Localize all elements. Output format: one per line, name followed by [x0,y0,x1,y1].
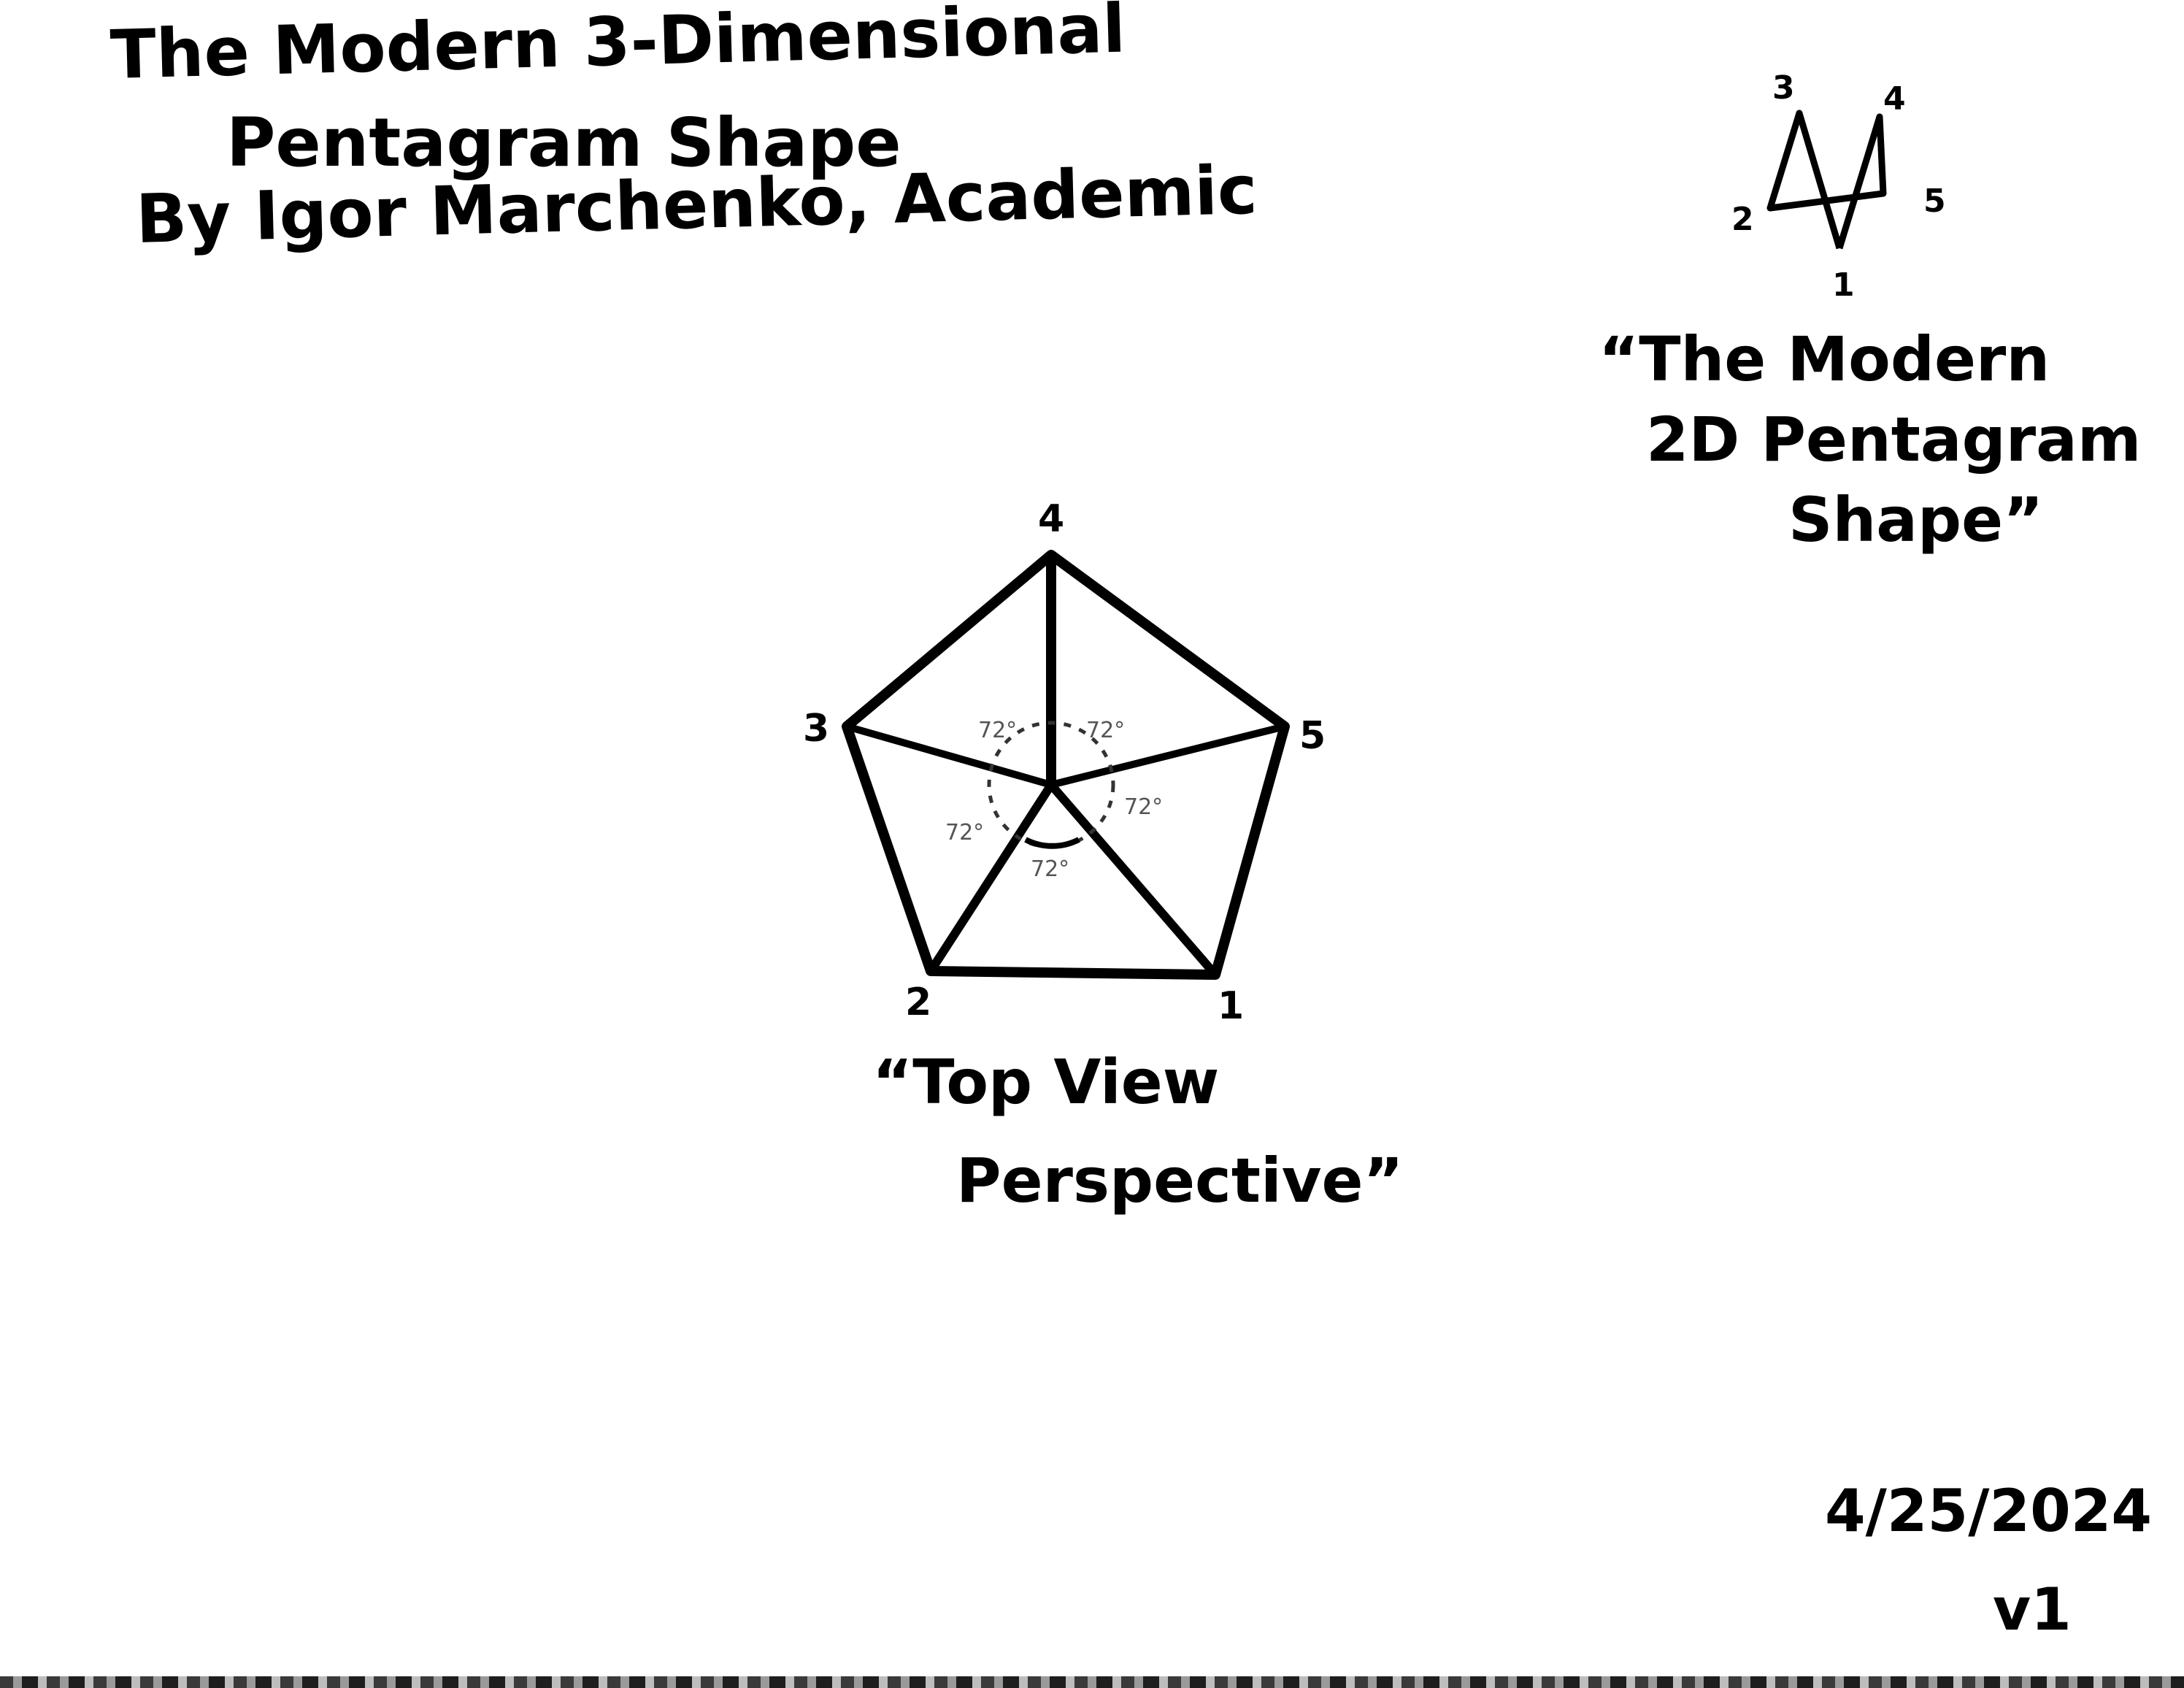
angle-arc-bottom [1026,840,1079,846]
star-outline [1770,113,1883,248]
pentagon-outline [847,555,1285,975]
scan-edge-artifact [0,1676,2184,1688]
date-stamp: 4/25/2024 [1825,1482,2152,1541]
star-vertex-label-1: 1 [1832,266,1855,304]
caption-2d-line-3: Shape” [1788,489,2043,550]
caption-2d-line-1: “The Modern [1599,329,2050,390]
angle-label-4-5: 72° [1086,718,1125,743]
star-vertex-label-4: 4 [1883,80,1906,118]
pentagon-top-view: 72° 72° 72° 72° 72° 1 2 3 4 5 [803,497,1326,1028]
angle-label-3-4: 72° [978,718,1017,743]
angle-label-1-2: 72° [1031,856,1069,882]
star-vertex-label-2: 2 [1731,201,1754,238]
pentagon-vertex-label-1: 1 [1218,984,1244,1028]
angle-label-5-1: 72° [1124,794,1163,820]
angle-label-2-3: 72° [945,820,984,845]
version-label: v1 [1993,1581,2072,1639]
star-vertex-label-5: 5 [1923,183,1946,220]
edge-center-3 [847,726,1051,785]
star-vertex-label-3: 3 [1772,69,1795,107]
pentagram-2d-star: 1 2 3 4 5 [1731,69,1946,304]
caption-2d-line-2: 2D Pentagram [1646,409,2141,470]
caption-top-view-line-1: “Top View [872,1051,1219,1113]
pentagon-vertex-label-2: 2 [905,981,931,1024]
pentagon-vertex-label-3: 3 [803,707,829,751]
pentagon-vertex-label-4: 4 [1038,497,1064,541]
pentagon-vertex-label-5: 5 [1299,714,1326,758]
caption-top-view-line-2: Perspective” [956,1150,1404,1211]
